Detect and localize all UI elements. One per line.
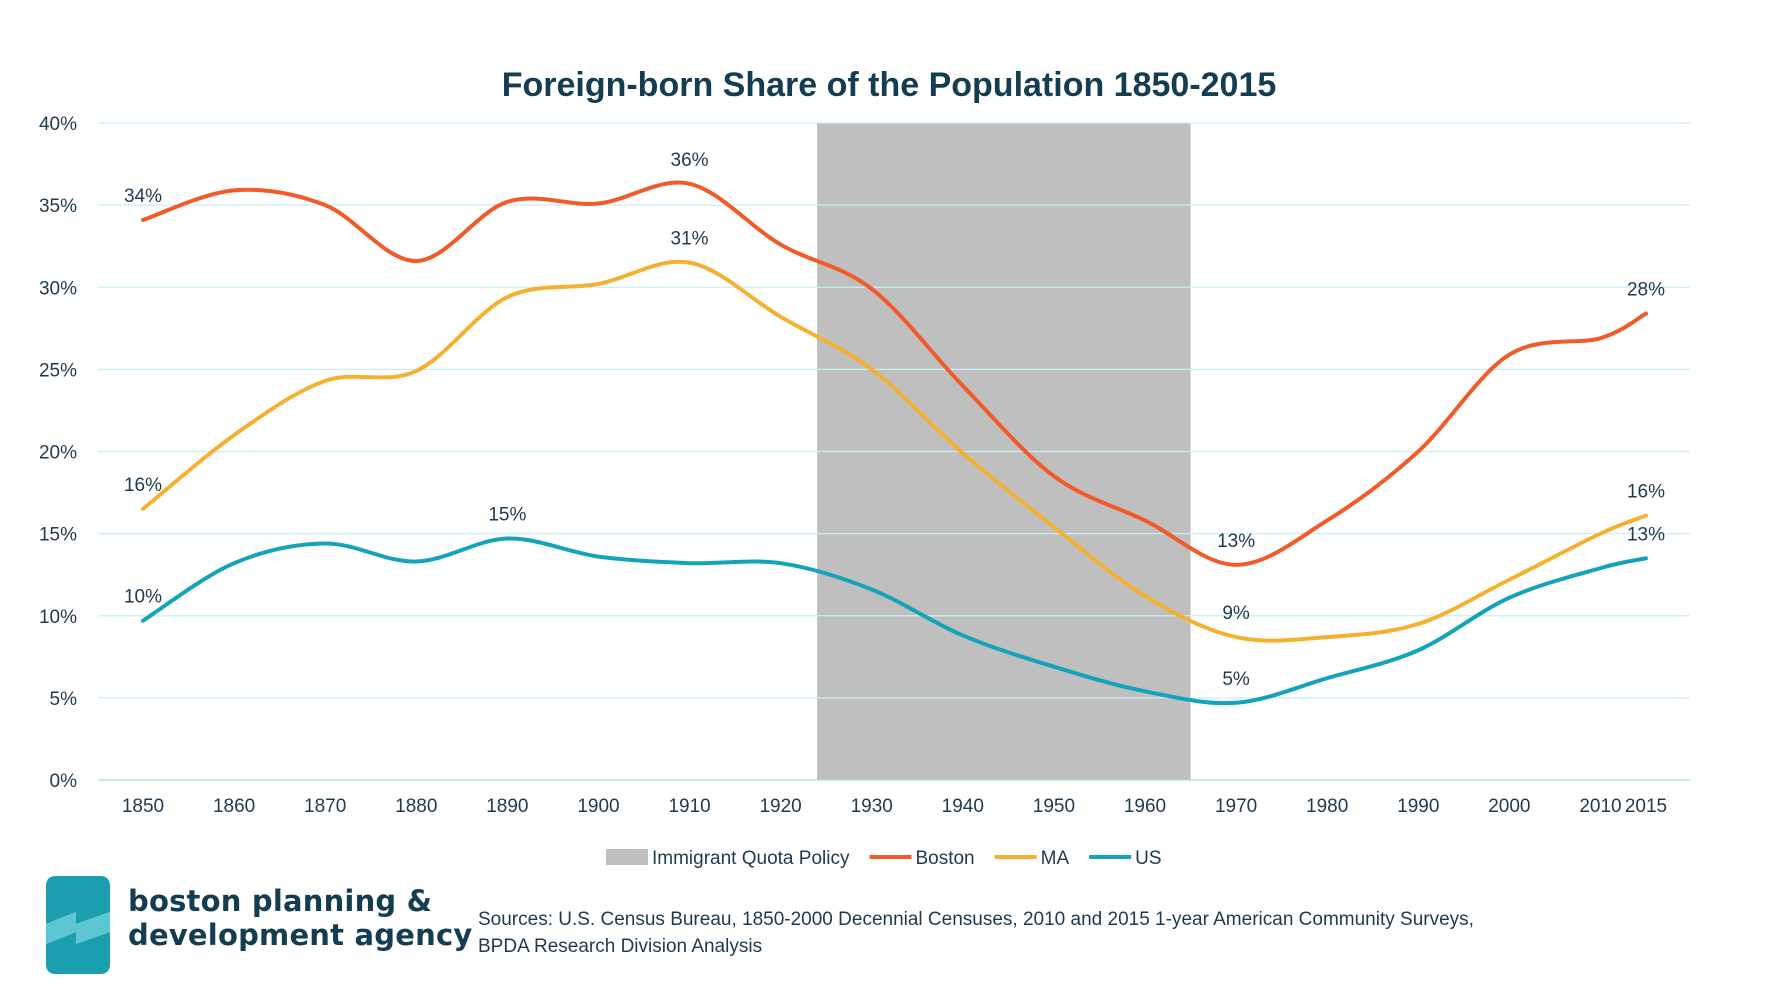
x-tick-label: 1920 <box>759 796 801 817</box>
x-tick-label: 1970 <box>1215 796 1257 817</box>
y-tick-label: 25% <box>39 360 77 381</box>
series-line-us <box>141 536 1648 706</box>
legend-label: US <box>1135 848 1161 869</box>
sources-line-1: Sources: U.S. Census Bureau, 1850-2000 D… <box>478 909 1474 930</box>
data-labels: 34% 36% 13% 28% 16% 31% 9% 16% 10% 15% 5% 13% <box>124 150 1665 690</box>
x-tick-label: 1990 <box>1397 796 1439 817</box>
y-tick-label: 10% <box>39 607 77 628</box>
sources-note: Sources: U.S. Census Bureau, 1850-2000 D… <box>478 906 1474 960</box>
y-tick-label: 35% <box>39 196 77 217</box>
y-tick-label: 30% <box>39 278 77 299</box>
legend: Immigrant Quota Policy Boston MA US <box>606 848 1162 869</box>
series-line-ma <box>141 259 1648 643</box>
data-label: 28% <box>1627 280 1665 301</box>
axes: 0% 5% 10% 15% 20% 25% 30% 35% 40% 1850 1860 1870 188… <box>39 114 1667 817</box>
x-tick-label: 1890 <box>486 796 528 817</box>
brand-line-1: boston planning & <box>128 884 433 918</box>
x-tick-label: 1870 <box>304 796 346 817</box>
x-tick-label: 1860 <box>213 796 255 817</box>
x-tick-label: 1900 <box>577 796 619 817</box>
legend-label: Immigrant Quota Policy <box>652 848 850 869</box>
legend-label: Boston <box>915 848 974 869</box>
data-label: 5% <box>1222 669 1250 690</box>
brand-line-2: development agency <box>128 918 473 952</box>
x-tick-label: 2015 <box>1625 796 1667 817</box>
data-label: 36% <box>671 150 709 171</box>
x-tick-label: 1850 <box>122 796 164 817</box>
x-tick-label: 1940 <box>942 796 984 817</box>
data-label: 15% <box>488 505 526 526</box>
data-label: 34% <box>124 186 162 207</box>
x-tick-label: 1880 <box>395 796 437 817</box>
y-tick-label: 20% <box>39 443 77 464</box>
x-tick-label: 2010 <box>1579 796 1621 817</box>
x-tick-label: 1930 <box>851 796 893 817</box>
data-label: 31% <box>671 229 709 250</box>
x-tick-label: 1960 <box>1124 796 1166 817</box>
x-tick-label: 1980 <box>1306 796 1348 817</box>
bpda-logo-icon <box>40 872 116 983</box>
data-label: 13% <box>1627 524 1665 545</box>
x-tick-label: 1950 <box>1033 796 1075 817</box>
data-label: 9% <box>1222 603 1250 624</box>
legend-swatch-band <box>606 849 648 865</box>
series-line-boston <box>141 180 1648 567</box>
data-label: 16% <box>1627 482 1665 503</box>
sources-line-2: BPDA Research Division Analysis <box>478 936 763 957</box>
data-label: 10% <box>124 587 162 608</box>
y-tick-label: 0% <box>50 771 78 792</box>
data-label: 16% <box>124 475 162 496</box>
chart-title: Foreign-born Share of the Population 185… <box>502 66 1277 104</box>
x-tick-label: 2000 <box>1488 796 1530 817</box>
y-tick-label: 15% <box>39 525 77 546</box>
gridlines <box>98 122 1690 781</box>
y-tick-label: 5% <box>50 689 78 710</box>
data-label: 13% <box>1217 531 1255 552</box>
y-tick-label: 40% <box>39 114 77 135</box>
legend-label: MA <box>1041 848 1070 869</box>
x-tick-label: 1910 <box>668 796 710 817</box>
bpda-wordmark: boston planning & development agency <box>128 884 472 952</box>
series-lines <box>141 180 1648 706</box>
